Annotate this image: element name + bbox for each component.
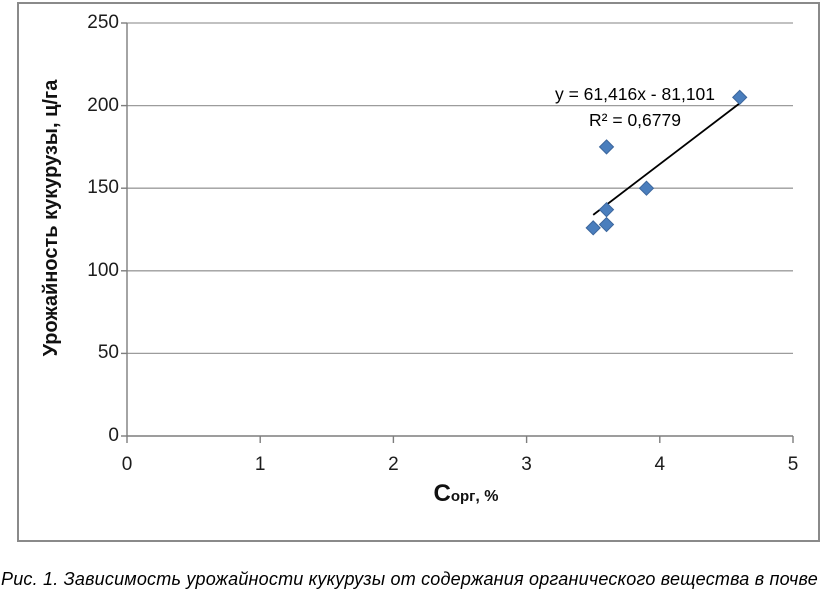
trendline-equation: y = 61,416x - 81,101: [554, 84, 716, 104]
data-point-diamond: [638, 180, 655, 196]
chart-figure: Урожайность кукурузы, ц/га Cорг, % y = 6…: [17, 2, 820, 542]
x-axis-title-unit: , %: [475, 488, 499, 505]
data-point-diamond: [732, 89, 748, 106]
data-point-diamond: [598, 139, 615, 155]
x-axis-title-subscript: орг: [450, 488, 476, 505]
trendline-r-squared: R² = 0,6779: [589, 110, 681, 130]
x-axis-title: Cорг, %: [366, 480, 566, 508]
data-point-diamond: [598, 201, 615, 218]
y-axis-title: Урожайность кукурузы, ц/га: [40, 79, 62, 357]
data-point-diamond: [598, 216, 615, 233]
scatter-chart-canvas: [121, 22, 794, 443]
trendline-label: y = 61,416x - 81,101 R² = 0,6779: [535, 81, 735, 133]
data-point-diamond: [585, 220, 601, 236]
x-axis-title-symbol: C: [433, 480, 451, 507]
figure-caption: Рис. 1. Зависимость урожайности кукурузы…: [1, 569, 818, 589]
trendline: [592, 101, 742, 216]
